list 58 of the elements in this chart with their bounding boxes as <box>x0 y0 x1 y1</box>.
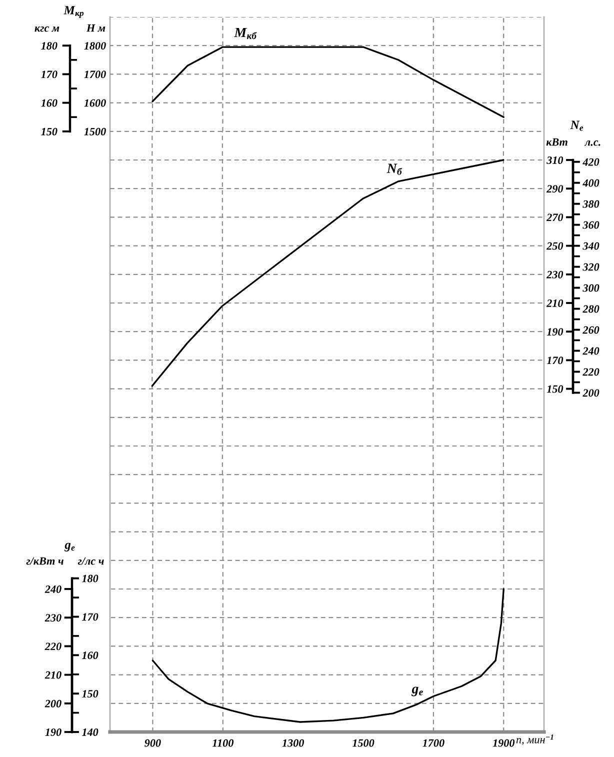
x-tick-label: 1900 <box>492 739 515 747</box>
x-tick-label: 1700 <box>422 739 444 747</box>
y2-tick-label: 320 <box>582 263 600 271</box>
line-series <box>152 46 504 118</box>
y-axis-title: Н м <box>86 24 106 32</box>
y-tick-label: 170 <box>546 356 564 364</box>
x-axis-title: n, мин$^{−1}$ <box>516 734 554 745</box>
y2-axis-title: кгс м <box>34 26 60 32</box>
y-tick-label: 190 <box>45 728 62 736</box>
y-tick-label: 1700 <box>84 70 106 78</box>
y-tick-label: 230 <box>44 614 62 622</box>
y-tick-label: 190 <box>546 328 564 336</box>
chart-title: N$_{е}$ <box>570 120 584 131</box>
y2-tick-label: 180 <box>41 42 58 50</box>
y2-axis-title: л.с. <box>584 140 600 146</box>
y-tick-label: 210 <box>546 299 564 307</box>
y-tick-label: 240 <box>44 585 62 593</box>
annotation: N$_{б}$ <box>386 164 402 175</box>
y2-tick-label: 160 <box>41 99 58 107</box>
line-series <box>151 159 504 387</box>
y-tick-label: 210 <box>44 671 62 679</box>
y2-tick-label: 240 <box>582 347 600 355</box>
y2-tick-label: 300 <box>582 284 600 292</box>
annotation: M$_{кб}$ <box>234 28 257 40</box>
y-tick-label: 270 <box>546 214 564 222</box>
y2-tick-label: 380 <box>582 200 600 208</box>
y-tick-label: 200 <box>44 700 62 708</box>
chart-title: M$_{кр}$ <box>64 6 84 18</box>
y-tick-label: 150 <box>546 385 564 393</box>
y2-tick-label: 160 <box>82 652 98 660</box>
y-tick-label: 310 <box>546 156 564 164</box>
text: g$_{е}$ <box>64 542 75 552</box>
y2-tick-label: 140 <box>82 728 98 736</box>
y-axis-title: кВт <box>546 138 568 146</box>
y2-tick-label: 200 <box>582 389 600 397</box>
y2-tick-label: 400 <box>582 179 600 187</box>
y2-tick-label: 280 <box>582 305 600 313</box>
x-tick-label: 1100 <box>212 739 234 747</box>
y-tick-label: 220 <box>44 642 62 650</box>
line-series <box>152 588 504 723</box>
y2-tick-label: 180 <box>82 574 98 582</box>
x-tick-label: 900 <box>144 739 161 747</box>
y2-axis-title: г/лс ч <box>78 557 104 565</box>
y-tick-label: 230 <box>546 270 564 278</box>
y2-tick-label: 220 <box>582 368 600 376</box>
y-tick-label: 1600 <box>84 99 106 107</box>
y-tick-label: 290 <box>546 185 564 193</box>
y-tick-label: 1500 <box>84 128 106 136</box>
y-tick-label: 250 <box>546 242 564 250</box>
annotation: g$_{e}$ <box>412 686 423 696</box>
x-tick-label: 1300 <box>282 739 304 747</box>
y2-tick-label: 420 <box>582 158 600 166</box>
y2-tick-label: 260 <box>582 326 600 334</box>
x-tick-label: 1500 <box>352 739 374 747</box>
y-axis-title: г/кВт ч <box>26 557 64 565</box>
y2-tick-label: 340 <box>582 242 600 250</box>
y-tick-label: 1800 <box>84 42 106 50</box>
y2-tick-label: 360 <box>582 221 600 229</box>
